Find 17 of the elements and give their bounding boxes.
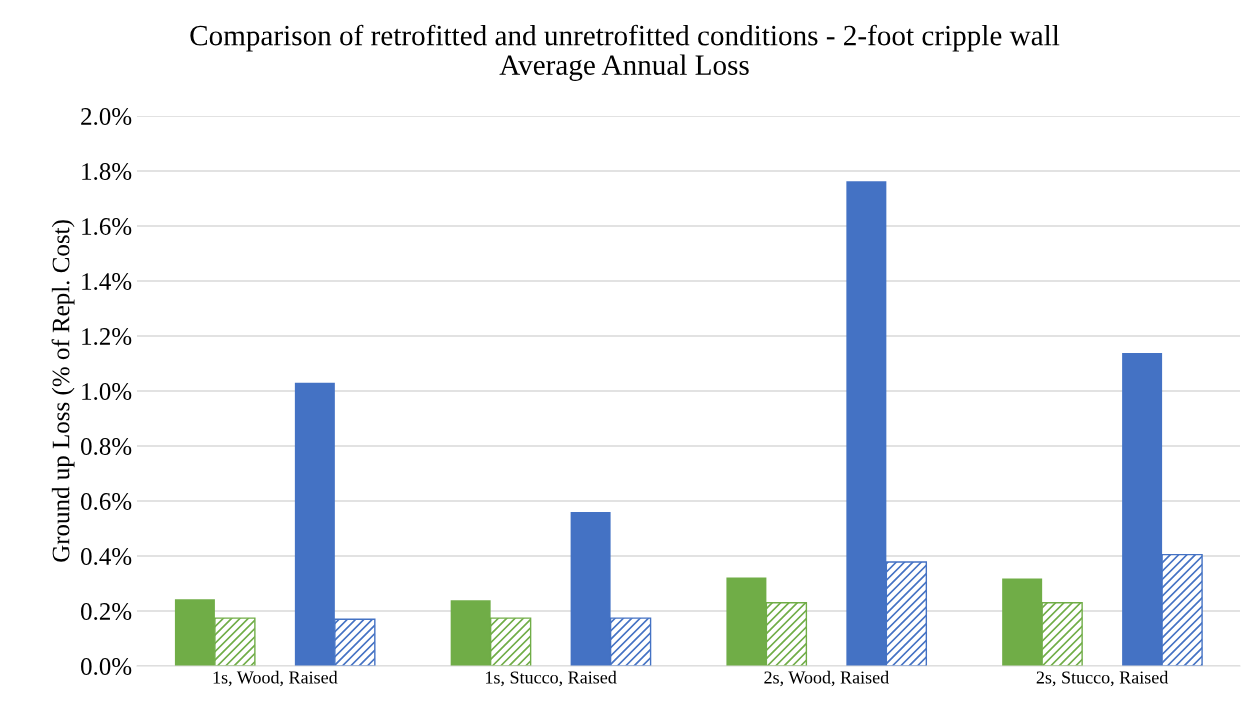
x-tick-label: 2s, Wood, Raised [764,670,889,687]
y-tick-label: 0.0% [81,658,132,676]
y-axis-title: Ground up Loss (% of Repl. Cost) [51,220,75,562]
y-tick-label: 1.8% [82,163,132,181]
y-tick-label: 1.0% [82,383,132,401]
y-tick-label: 2.0% [81,108,132,126]
y-tick-label: 0.8% [81,438,132,456]
y-tick-label: 1.6% [82,218,132,236]
y-tick-label: 0.4% [81,548,132,566]
x-tick-label: 1s, Wood, Raised [213,670,338,687]
x-tick-label: 1s, Stucco, Raised [486,670,617,687]
y-tick-label: 0.2% [81,603,132,621]
x-tick-label: 2s, Stucco, Raised [1036,670,1169,687]
y-tick-label: 1.2% [82,328,132,346]
y-tick-label: 0.6% [81,493,132,511]
y-tick-label: 1.4% [82,273,132,291]
chart-title: Comparison of retrofitted and unretrofitted conditions - 2-foot cripple wall Average Annual Loss [190,24,1060,81]
